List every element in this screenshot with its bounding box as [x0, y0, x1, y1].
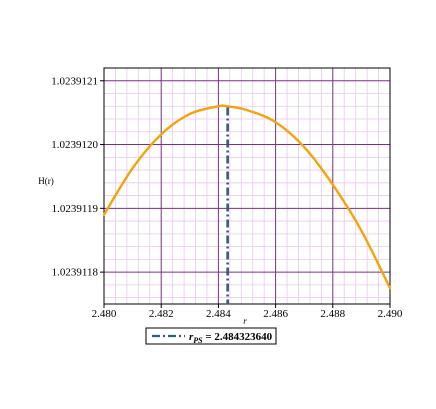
x-axis-title: r	[243, 316, 247, 326]
y-axis-title: H(r)	[38, 176, 54, 186]
x-tick-label: 2.490	[378, 308, 403, 320]
minor-grid	[104, 68, 390, 304]
legend-label-value: = 2.484323640	[203, 331, 273, 343]
y-tick-labels: 1.0239118 1.0239119 1.0239120 1.0239121	[51, 75, 98, 278]
legend-label: rPS = 2.484323640	[189, 331, 273, 345]
x-tick-labels: 2.480 2.482 2.484 2.486 2.488 2.490	[92, 308, 403, 320]
series-curve	[102, 104, 392, 290]
legend-box	[145, 327, 277, 345]
x-tick-label: 2.482	[149, 308, 174, 320]
y-tick-label: 1.0239118	[52, 267, 99, 279]
y-tick-label: 1.0239120	[51, 139, 98, 151]
y-tick-label: 1.0239121	[51, 75, 98, 87]
x-tick-label: 2.486	[263, 308, 288, 320]
x-tick-label: 2.484	[206, 308, 231, 320]
plot-background	[104, 68, 390, 304]
x-tick-label: 2.480	[92, 308, 117, 320]
plot-frame	[103, 67, 391, 305]
tick-marks	[100, 80, 391, 308]
legend-label-sub: PS	[193, 336, 203, 345]
y-tick-label: 1.0239119	[52, 203, 99, 215]
legend-label-r: r	[189, 331, 194, 343]
x-tick-label: 2.488	[320, 308, 345, 320]
legend: rPS = 2.484323640	[145, 327, 277, 345]
